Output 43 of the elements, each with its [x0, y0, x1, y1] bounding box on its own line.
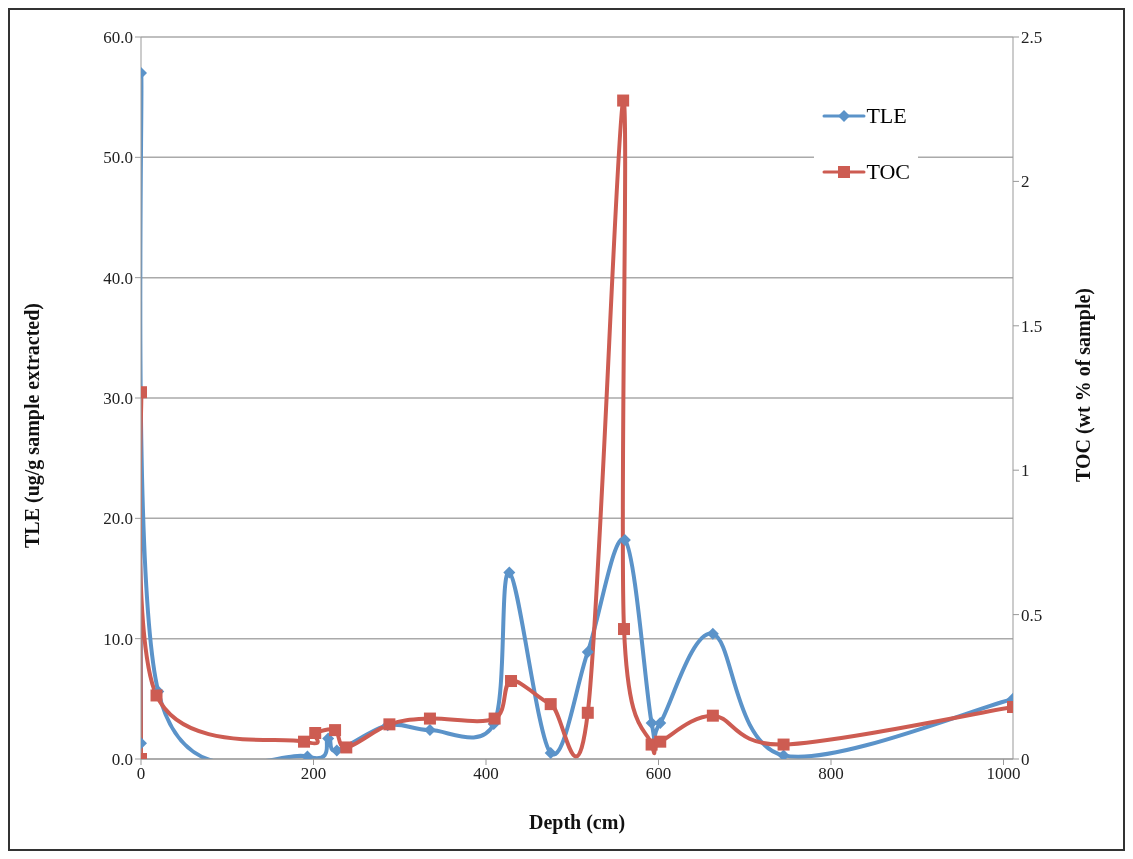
point [488, 712, 501, 725]
legend-label: TLE [866, 103, 907, 129]
y-tick-label: 60.0 [103, 28, 133, 48]
point [581, 645, 594, 658]
y2-tick-label: 2 [1021, 172, 1030, 192]
y-tick-label: 50.0 [103, 148, 133, 168]
point [654, 735, 667, 748]
point [617, 94, 630, 107]
point [777, 738, 790, 751]
point [544, 698, 557, 711]
y-tick-label: 10.0 [103, 629, 133, 649]
point [618, 623, 631, 636]
y-tick-label: 30.0 [103, 389, 133, 409]
point [309, 727, 322, 740]
point [505, 675, 518, 688]
point [544, 746, 557, 759]
point [340, 741, 353, 754]
y-tick-label: 40.0 [103, 268, 133, 288]
point [777, 749, 790, 759]
y2-axis-title: TOC (wt % of sample) [1072, 288, 1096, 483]
legend-label: TOC [866, 159, 910, 185]
point [150, 689, 163, 702]
point [706, 709, 719, 722]
y2-tick-label: 0 [1021, 750, 1030, 770]
point [329, 724, 342, 737]
y-tick-label: 0.0 [111, 750, 133, 770]
x-tick-label: 200 [300, 764, 327, 784]
x-tick-label: 400 [473, 764, 499, 784]
y2-tick-label: 2.5 [1021, 28, 1043, 48]
point [298, 735, 311, 748]
x-axis-title: Depth (cm) [528, 811, 626, 834]
y-tick-label: 20.0 [103, 509, 133, 529]
x-tick-label: 600 [645, 764, 672, 784]
point [581, 706, 594, 719]
point [503, 566, 516, 579]
x-tick-label: 1000 [986, 764, 1021, 784]
y2-tick-label: 1 [1021, 461, 1030, 481]
point [423, 712, 436, 725]
y2-tick-label: 0.5 [1021, 605, 1043, 625]
x-tick-label: 800 [818, 764, 844, 784]
y2-tick-label: 1.5 [1021, 316, 1043, 336]
y-axis-title: TLE (ug/g sample extracted) [21, 303, 45, 548]
x-tick-label: 0 [136, 764, 146, 784]
